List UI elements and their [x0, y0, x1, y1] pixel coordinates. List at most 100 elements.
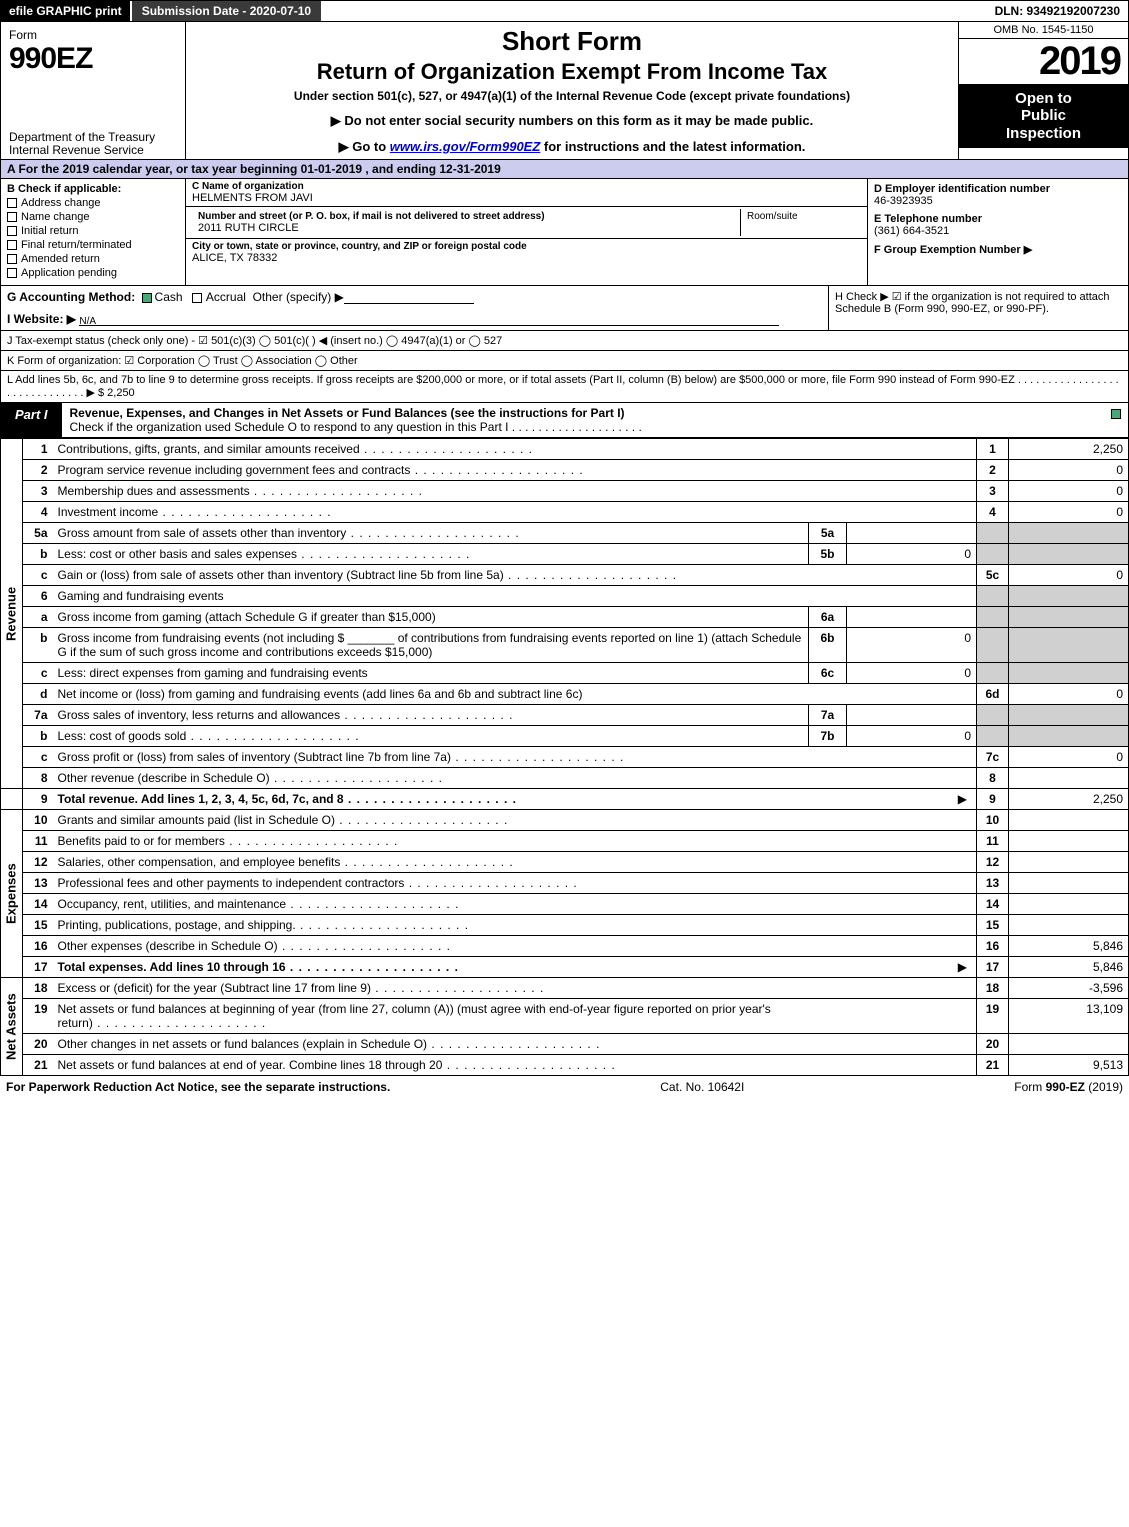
line-midval: 0: [847, 544, 977, 565]
line-num: b: [23, 726, 53, 747]
table-row: 5a Gross amount from sale of assets other…: [1, 523, 1129, 544]
line-rval: 2,250: [1009, 789, 1129, 810]
line-a-taxyear: A For the 2019 calendar year, or tax yea…: [0, 160, 1129, 179]
col-def: D Employer identification number 46-3923…: [868, 179, 1128, 285]
line-rval: [1009, 768, 1129, 789]
shaded-cell: [977, 726, 1009, 747]
line-rnum: 9: [977, 789, 1009, 810]
line-rval: 0: [1009, 565, 1129, 586]
i-website-input[interactable]: N/A: [79, 313, 779, 326]
checkbox-icon: [7, 198, 17, 208]
chk-final-return-label: Final return/terminated: [21, 239, 132, 251]
table-row: bLess: cost of goods sold7b0: [1, 726, 1129, 747]
d-ein-label: D Employer identification number: [874, 183, 1122, 195]
c-room-cell: Room/suite: [741, 209, 861, 236]
part-i-schedule-o-check[interactable]: [1104, 403, 1128, 437]
line-rval: [1009, 1034, 1129, 1055]
dept-line2: Internal Revenue Service: [9, 143, 144, 157]
chk-name-change[interactable]: Name change: [7, 211, 179, 223]
table-row: 7aGross sales of inventory, less returns…: [1, 705, 1129, 726]
ghi-left: G Accounting Method: Cash Accrual Other …: [1, 286, 828, 330]
chk-application-pending[interactable]: Application pending: [7, 267, 179, 279]
table-row: 13Professional fees and other payments t…: [1, 873, 1129, 894]
block-bcdef: B Check if applicable: Address change Na…: [0, 179, 1129, 286]
line-desc-text: Program service revenue including govern…: [58, 463, 584, 477]
checkbox-icon: [7, 212, 17, 222]
shaded-cell: [977, 607, 1009, 628]
line-desc: Total expenses. Add lines 10 through 16: [53, 957, 977, 978]
col-b-checkboxes: B Check if applicable: Address change Na…: [1, 179, 186, 285]
part-i-title: Revenue, Expenses, and Changes in Net As…: [62, 403, 1104, 437]
line-desc-text: Excess or (deficit) for the year (Subtra…: [58, 981, 545, 995]
d-ein-value: 46-3923935: [874, 195, 1122, 207]
line-rval: 0: [1009, 502, 1129, 523]
chk-amended-return[interactable]: Amended return: [7, 253, 179, 265]
shaded-cell: [977, 705, 1009, 726]
shaded-cell: [1009, 544, 1129, 565]
line-desc: Other revenue (describe in Schedule O): [53, 768, 977, 789]
checkbox-filled-icon: [1111, 409, 1121, 419]
open-line2: Public: [1021, 107, 1066, 124]
line-desc-text: Membership dues and assessments: [58, 484, 423, 498]
chk-address-change[interactable]: Address change: [7, 197, 179, 209]
g-other-input[interactable]: [344, 291, 474, 304]
tax-year: 2019: [959, 39, 1128, 84]
checkbox-icon: [7, 226, 17, 236]
line-num: 1: [23, 439, 53, 460]
c-addr-label: Number and street (or P. O. box, if mail…: [198, 211, 734, 222]
d-ein: D Employer identification number 46-3923…: [874, 183, 1122, 207]
line-desc: Contributions, gifts, grants, and simila…: [53, 439, 977, 460]
line-desc: Gross income from gaming (attach Schedul…: [53, 607, 809, 628]
header-left: Form 990EZ Department of the Treasury In…: [1, 22, 186, 159]
c-name-label: C Name of organization: [192, 181, 861, 192]
line-midval: [847, 523, 977, 544]
line-k: K Form of organization: ☑ Corporation ◯ …: [0, 351, 1129, 371]
line-rnum: 12: [977, 852, 1009, 873]
line-desc-text: Professional fees and other payments to …: [58, 876, 578, 890]
line-num: 8: [23, 768, 53, 789]
ssn-warning: ▶ Do not enter social security numbers o…: [194, 113, 950, 129]
efile-print-button[interactable]: efile GRAPHIC print: [1, 1, 132, 21]
i-label: I Website: ▶: [7, 312, 76, 326]
open-line1: Open to: [1015, 90, 1072, 107]
table-row: Net Assets 18Excess or (deficit) for the…: [1, 978, 1129, 999]
line-desc-text: Gross profit or (loss) from sales of inv…: [58, 750, 625, 764]
line-l: L Add lines 5b, 6c, and 7b to line 9 to …: [0, 371, 1129, 403]
table-row: Expenses 10Grants and similar amounts pa…: [1, 810, 1129, 831]
line-desc-text: Other expenses (describe in Schedule O): [58, 939, 451, 953]
line-rnum: 4: [977, 502, 1009, 523]
line-desc: Total revenue. Add lines 1, 2, 3, 4, 5c,…: [53, 789, 977, 810]
table-row: dNet income or (loss) from gaming and fu…: [1, 684, 1129, 705]
line-desc-text: Gross amount from sale of assets other t…: [58, 526, 520, 540]
shaded-cell: [977, 544, 1009, 565]
line-rval: 5,846: [1009, 936, 1129, 957]
table-row: Revenue 1 Contributions, gifts, grants, …: [1, 439, 1129, 460]
line-rval: [1009, 810, 1129, 831]
line-num: 9: [23, 789, 53, 810]
table-row: 12Salaries, other compensation, and empl…: [1, 852, 1129, 873]
footer-left: For Paperwork Reduction Act Notice, see …: [6, 1080, 390, 1094]
line-midnum: 7a: [809, 705, 847, 726]
line-i: I Website: ▶ N/A: [7, 312, 822, 326]
line-rnum: 8: [977, 768, 1009, 789]
line-midnum: 6b: [809, 628, 847, 663]
line-num: 5a: [23, 523, 53, 544]
line-desc-text: Net assets or fund balances at end of ye…: [58, 1058, 616, 1072]
line-desc: Gaming and fundraising events: [53, 586, 977, 607]
line-midnum: 6c: [809, 663, 847, 684]
table-row: 4Investment income40: [1, 502, 1129, 523]
line-desc: Membership dues and assessments: [53, 481, 977, 502]
line-desc: Benefits paid to or for members: [53, 831, 977, 852]
part-i-header: Part I Revenue, Expenses, and Changes in…: [0, 403, 1129, 438]
table-row: 6Gaming and fundraising events: [1, 586, 1129, 607]
footer-center: Cat. No. 10642I: [660, 1080, 744, 1094]
chk-address-change-label: Address change: [21, 197, 101, 209]
chk-initial-return[interactable]: Initial return: [7, 225, 179, 237]
line-desc-text: Occupancy, rent, utilities, and maintena…: [58, 897, 460, 911]
top-bar: efile GRAPHIC print Submission Date - 20…: [0, 0, 1129, 22]
irs-link[interactable]: www.irs.gov/Form990EZ: [390, 139, 541, 154]
line-rnum: 6d: [977, 684, 1009, 705]
submission-date-label: Submission Date - 2020-07-10: [132, 1, 321, 21]
line-num: 19: [23, 999, 53, 1034]
chk-final-return[interactable]: Final return/terminated: [7, 239, 179, 251]
